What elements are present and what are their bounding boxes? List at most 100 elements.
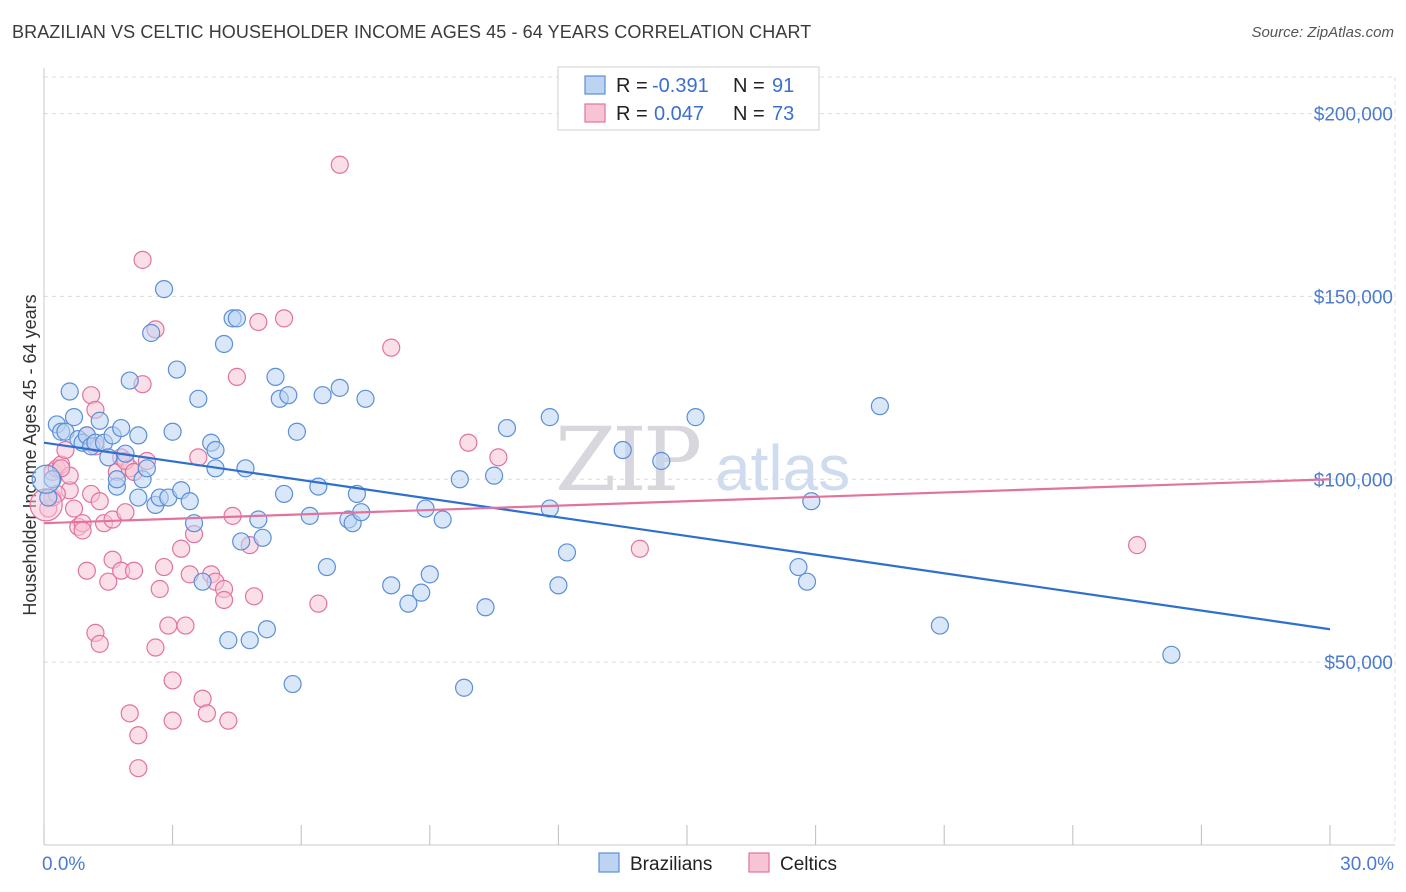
brazilians-point-88	[930, 616, 950, 635]
brazilians-point-33	[180, 492, 199, 511]
brazilians-point-30	[163, 422, 182, 441]
brazilians-point-41	[219, 631, 238, 650]
celtics-point-12	[77, 561, 96, 580]
celtics-point-41	[163, 671, 182, 690]
celtics-point-39	[159, 616, 178, 635]
brazilians-point-31	[167, 360, 186, 379]
brazilians-point-18	[112, 418, 131, 438]
brazilians-point-48	[253, 528, 272, 547]
brazilians-point-cluster	[31, 464, 61, 494]
bottom-legend-brazilians: Brazilians	[630, 854, 712, 875]
celtics-point-65	[630, 539, 649, 558]
legend-r-value-2: 0.047	[654, 103, 704, 125]
legend-swatch-celtics	[584, 103, 606, 123]
celtics-point-60	[309, 594, 328, 613]
celtics-point-72	[73, 521, 92, 540]
celtics-point-17	[90, 634, 109, 653]
brazilians-point-36	[193, 572, 212, 591]
brazilians-point-28	[154, 280, 174, 299]
celtics-point-48	[197, 704, 216, 723]
brazilians-point-43	[227, 309, 246, 328]
brazilians-point-82	[652, 451, 671, 471]
brazilians-point-22	[129, 488, 148, 507]
brazilians-point-84	[789, 557, 808, 577]
brazilians-point-67	[399, 594, 418, 613]
brazilians-point-21	[129, 426, 148, 445]
brazilians-point-89	[1162, 645, 1181, 664]
brazilians-point-70	[420, 565, 439, 584]
celtics-point-38	[154, 557, 174, 577]
y-tick-labels: $50,000 $100,000 $150,000 $200,000	[1314, 105, 1393, 675]
celtics-point-63	[459, 433, 478, 452]
brazilians-point-71	[433, 510, 452, 529]
legend-r-label-1: R =	[616, 75, 648, 97]
bottom-legend-swatch-celtics	[748, 852, 770, 873]
brazilians-point-46	[240, 631, 259, 650]
brazilians-point-68	[412, 583, 431, 602]
brazilians-point-76	[497, 418, 517, 438]
brazilians-point-24	[137, 459, 156, 478]
brazilians-point-56	[300, 506, 319, 525]
brazilians-point-69	[416, 499, 435, 518]
brazilians-point-58	[313, 386, 332, 405]
brazilians-point-53	[279, 386, 298, 405]
brazilians-trend-line	[43, 441, 1331, 631]
legend-n-value-1: 91	[772, 75, 794, 97]
legend-r-label-2: R =	[616, 103, 648, 125]
brazilians-point-45	[236, 459, 255, 478]
y-axis-label: Householder Income Ages 45 - 64 years	[20, 294, 40, 615]
celtics-point-29	[124, 561, 144, 580]
celtics-trend-line	[43, 478, 1331, 525]
celtics-point-53	[219, 711, 238, 730]
celtics-point-52	[214, 590, 234, 610]
celtics-point-64	[489, 448, 508, 467]
legend-swatch-brazilians	[584, 75, 606, 95]
legend-n-label-2: N =	[733, 103, 765, 125]
celtics-point-20	[99, 572, 118, 591]
brazilians-point-49	[257, 620, 277, 639]
legend-r-value-1: -0.391	[652, 75, 709, 97]
celtics-point-18	[90, 492, 109, 511]
trend-lines	[43, 441, 1331, 631]
chart-title: BRAZILIAN VS CELTIC HOUSEHOLDER INCOME A…	[12, 22, 812, 42]
brazilians-point-5	[60, 382, 79, 401]
correlation-legend: R = -0.391 N = 91 R = 0.047 N = 73	[557, 66, 820, 131]
celtics-point-37	[150, 579, 169, 599]
brazilians-point-12	[90, 411, 109, 430]
celtics-point-55	[227, 367, 246, 386]
brazilians-point-79	[549, 576, 568, 595]
celtics-point-42	[172, 539, 191, 558]
celtics-point-61	[330, 155, 349, 174]
brazilians-point-25	[142, 323, 161, 343]
brazilians-point-80	[557, 543, 577, 562]
brazilians-point-74	[476, 598, 495, 617]
celtics-point-30	[129, 726, 148, 745]
brazilians-point-6	[64, 408, 84, 427]
celtics-point-58	[249, 312, 268, 332]
y-tick-label-2: $150,000	[1314, 287, 1393, 308]
celtics-point-8	[64, 499, 84, 518]
brazilians-points	[31, 280, 1181, 697]
brazilians-point-20	[120, 371, 139, 390]
bottom-legend-swatch-brazilians	[598, 852, 620, 873]
brazilians-point-65	[356, 389, 375, 408]
brazilians-point-40	[214, 334, 234, 354]
celtics-point-62	[382, 338, 401, 357]
series-legend: Brazilians Celtics	[598, 852, 837, 875]
brazilians-point-59	[317, 557, 337, 577]
x-tick-labels: 0.0% 30.0%	[42, 854, 1394, 875]
celtics-point-27	[120, 704, 139, 723]
brazilians-point-78	[540, 408, 559, 427]
brazilians-point-66	[382, 576, 401, 595]
celtics-point-57	[244, 587, 264, 606]
brazilians-point-47	[249, 510, 268, 529]
source-credit: Source: ZipAtlas.com	[1251, 24, 1394, 41]
watermark-atlas: atlas	[715, 432, 850, 504]
brazilians-point-86	[802, 492, 821, 511]
celtics-point-32	[133, 250, 152, 269]
bottom-legend-celtics: Celtics	[780, 854, 837, 875]
celtics-point-66	[1127, 536, 1147, 555]
brazilians-point-81	[613, 440, 632, 460]
brazilians-point-50	[266, 367, 285, 386]
